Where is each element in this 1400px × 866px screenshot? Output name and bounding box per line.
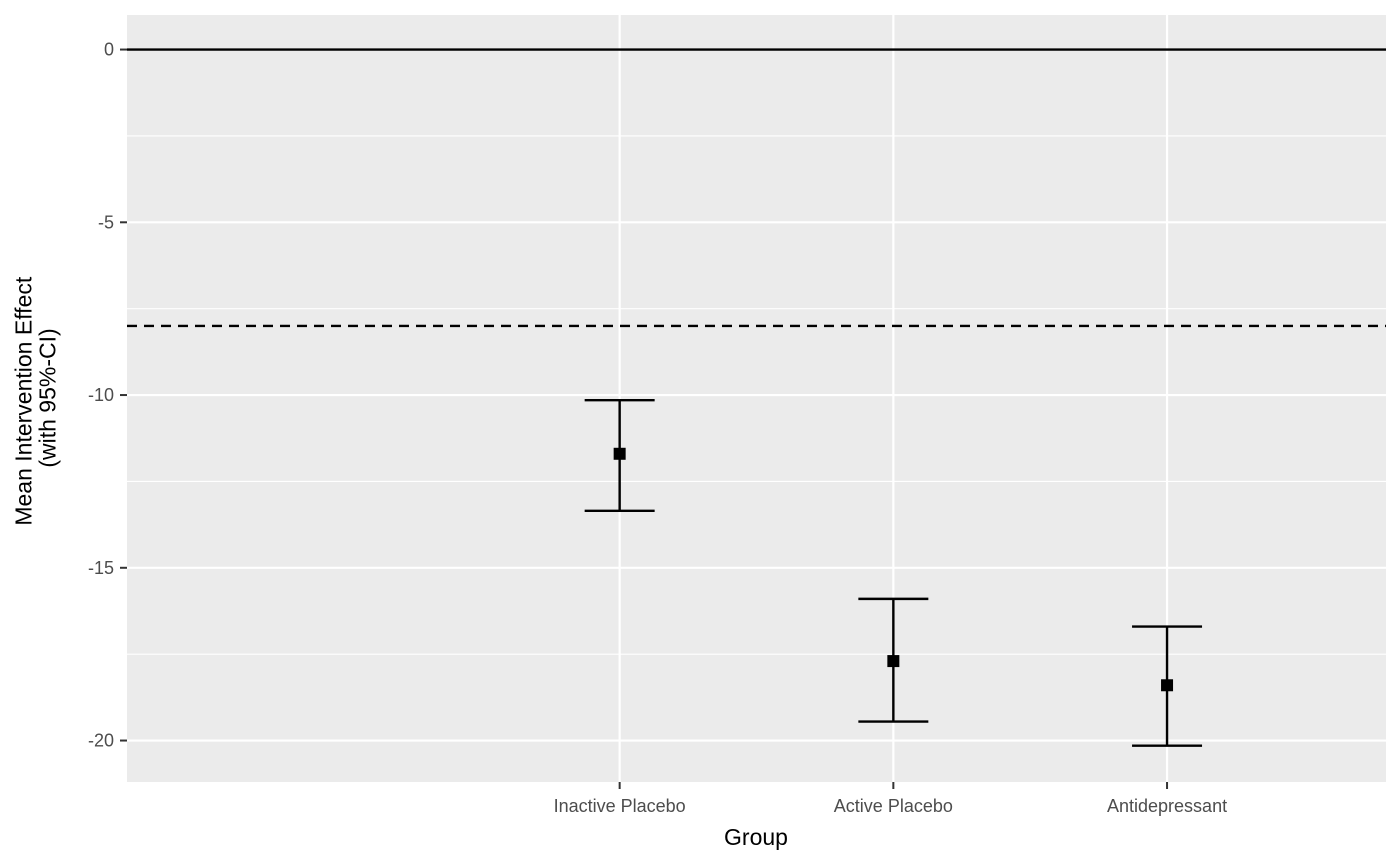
y-tick-label: -10 [88,385,114,405]
reference-lines [127,48,1386,328]
y-axis-title-line-2: (with 95%-CI) [35,328,61,467]
mean-point [1161,679,1174,692]
plot-panel [127,15,1386,782]
mean-point [613,447,626,460]
error-bars [584,399,1203,747]
y-tick-label: -15 [88,558,114,578]
y-tick-label: 0 [104,40,114,60]
y-tick-label: -5 [98,212,114,232]
mean-point [887,655,900,668]
x-axis: Inactive Placebo Active Placebo Antidepres… [554,782,1227,816]
x-tick-label: Inactive Placebo [554,796,686,816]
x-axis-title: Group [724,824,788,850]
x-tick-label: Active Placebo [834,796,953,816]
y-tick-label: -20 [88,731,114,751]
y-axis: 0 -5 -10 -15 -20 [88,40,127,751]
y-axis-title-line-1: Mean Intervention Effect [10,276,36,525]
x-tick-label: Antidepressant [1107,796,1227,816]
grid-minor [127,135,1386,655]
y-axis-title: Mean Intervention Effect (with 95%-CI) [10,270,60,525]
